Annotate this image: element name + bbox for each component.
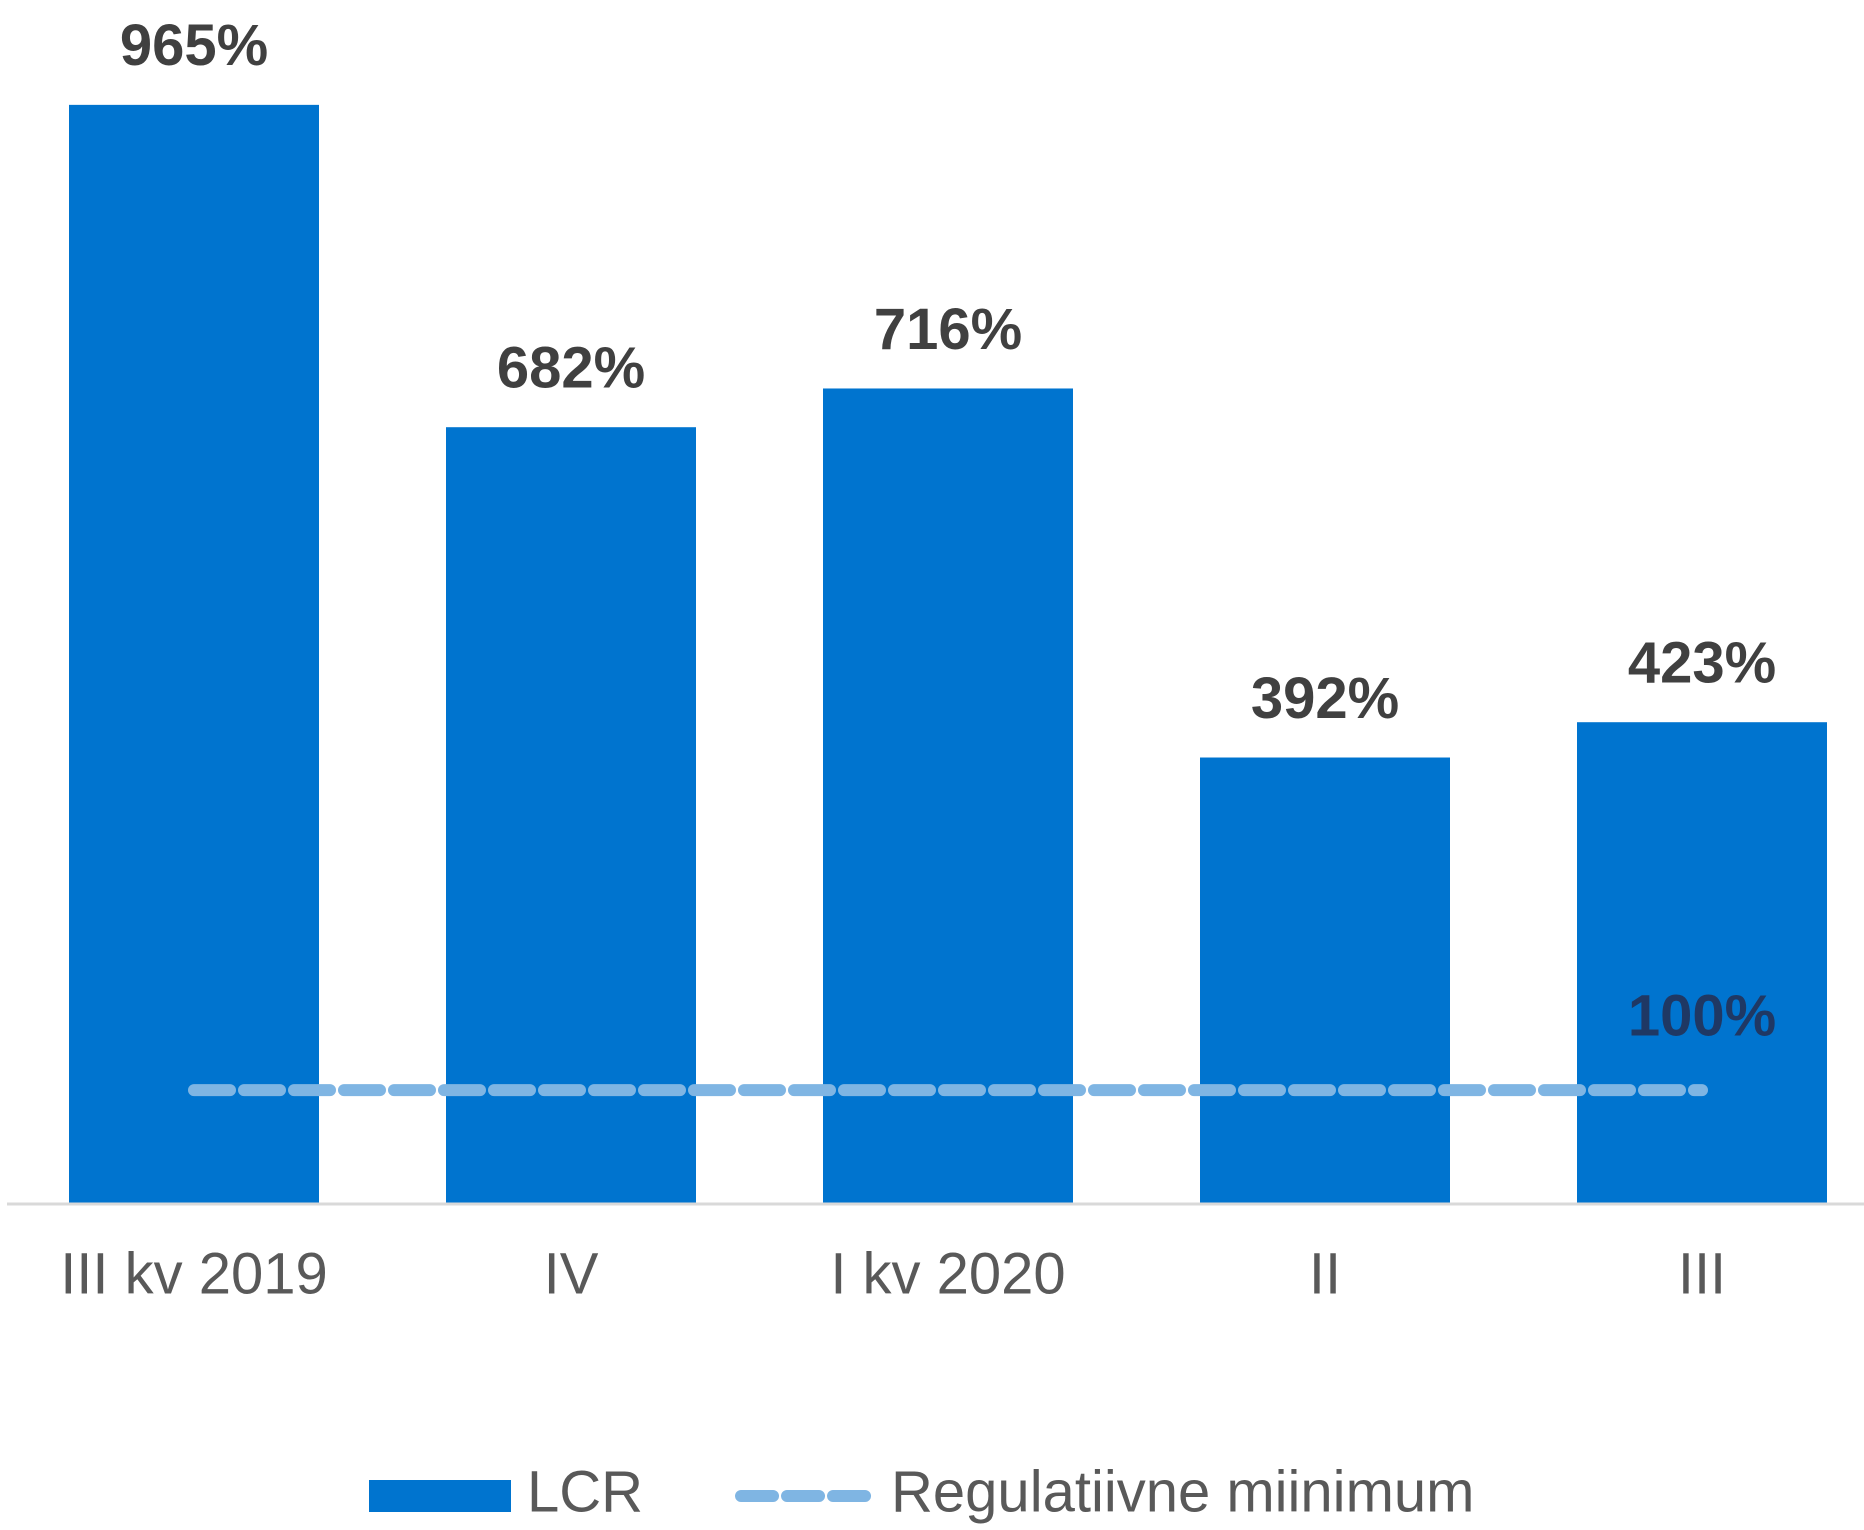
x-tick-label: I kv 2020	[830, 1241, 1065, 1306]
legend-swatch	[369, 1480, 511, 1512]
line-label: 100%	[1628, 983, 1776, 1048]
bar	[446, 427, 696, 1204]
bar	[1200, 757, 1450, 1204]
data-label: 716%	[874, 297, 1022, 362]
x-tick-label: III	[1678, 1241, 1726, 1306]
x-tick-label: IV	[544, 1241, 599, 1306]
data-label: 965%	[120, 13, 268, 78]
x-tick-label: III kv 2019	[60, 1241, 328, 1306]
bar	[1577, 722, 1827, 1204]
bar	[69, 104, 319, 1205]
legend-label: Regulatiivne miinimum	[891, 1459, 1474, 1524]
data-label: 392%	[1251, 666, 1399, 731]
bar	[823, 388, 1073, 1204]
x-tick-label: II	[1309, 1241, 1341, 1306]
data-label: 682%	[497, 336, 645, 401]
legend-label: LCR	[527, 1459, 643, 1524]
data-label: 423%	[1628, 631, 1776, 696]
